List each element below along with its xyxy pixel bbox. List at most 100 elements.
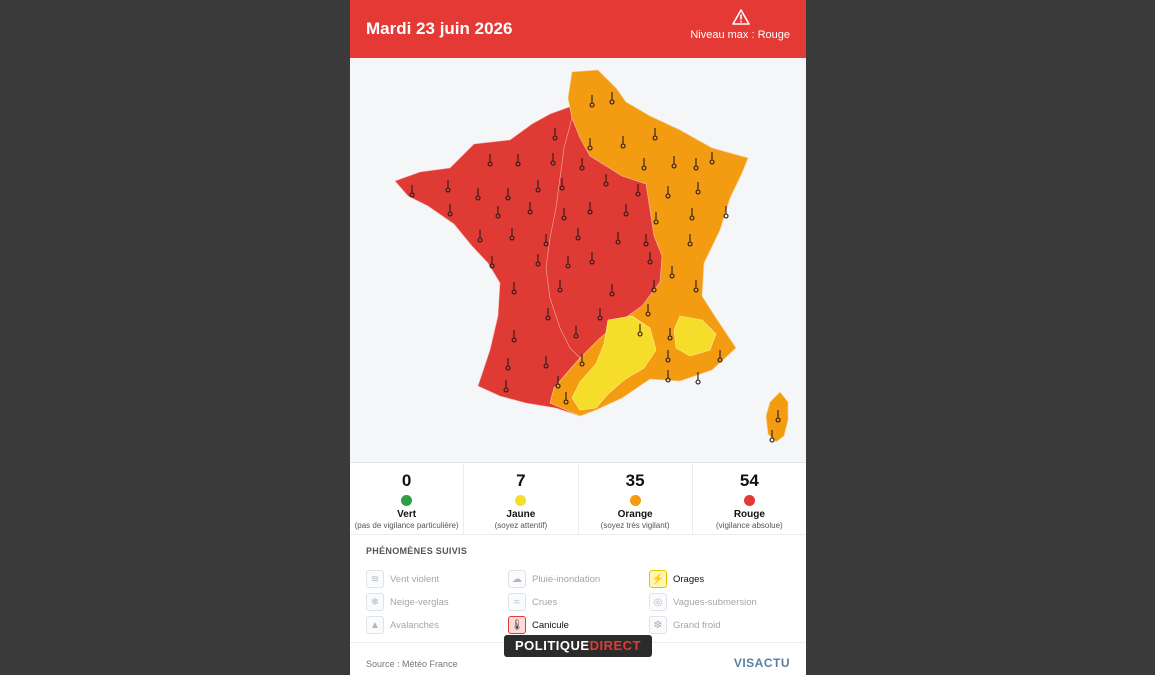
phenomenon-grand-froid[interactable]: ❆ Grand froid bbox=[649, 616, 721, 634]
phenomenon-orages[interactable]: ⚡ Orages bbox=[649, 570, 704, 588]
phenomenon-neige-verglas[interactable]: ❄ Neige-verglas bbox=[366, 593, 449, 611]
thermometer-icon bbox=[609, 284, 615, 297]
snowflake-icon: ❄ bbox=[366, 593, 384, 611]
thermometer-icon bbox=[561, 208, 567, 221]
thermometer-icon bbox=[615, 232, 621, 245]
thermometer-icon bbox=[503, 380, 509, 393]
france-map-svg bbox=[394, 69, 789, 443]
france-vigilance-map[interactable] bbox=[350, 58, 806, 463]
thermometer-icon bbox=[579, 354, 585, 367]
lightning-icon: ⚡ bbox=[649, 570, 667, 588]
thermometer-icon bbox=[447, 204, 453, 217]
thermometer-icon bbox=[635, 184, 641, 197]
visactu-logo: VISACTU bbox=[733, 656, 790, 670]
thermometer-icon bbox=[511, 330, 517, 343]
thermometer-icon bbox=[695, 182, 701, 195]
thermometer-icon bbox=[723, 206, 729, 219]
level-dot bbox=[401, 495, 413, 506]
thermometer-icon bbox=[559, 178, 565, 191]
vigilance-card: Mardi 23 juin 2026 Niveau max : Rouge bbox=[350, 0, 806, 675]
thermometer-icon bbox=[717, 350, 723, 363]
thermometer-icon bbox=[587, 138, 593, 151]
thermometer-icon bbox=[667, 328, 673, 341]
wind-icon: ≋ bbox=[366, 570, 384, 588]
phenomenon-pluie-inondation[interactable]: ☁ Pluie-inondation bbox=[508, 570, 600, 588]
thermometer-icon bbox=[693, 280, 699, 293]
thermometer-icon bbox=[589, 95, 595, 108]
thermometer-icon bbox=[563, 392, 569, 405]
waves-icon: ≈ bbox=[508, 593, 526, 611]
thermometer-icon bbox=[603, 174, 609, 187]
source-label: Source : Météo France bbox=[366, 659, 458, 669]
thermometer-icon bbox=[543, 356, 549, 369]
stat-sub: (soyez très vigilant) bbox=[600, 521, 670, 530]
phenomenon-label: Crues bbox=[532, 596, 558, 608]
thermometer-icon bbox=[575, 228, 581, 241]
wave-icon: ◎ bbox=[649, 593, 667, 611]
phenomena-title: PHÉNOMÈNES SUIVIS bbox=[366, 546, 468, 556]
stat-label: Orange bbox=[617, 509, 653, 520]
thermometer-icon bbox=[689, 208, 695, 221]
region-yellow[interactable] bbox=[571, 315, 657, 411]
mountain-icon: ▲ bbox=[366, 616, 384, 634]
stat-sub: (vigilance absolue) bbox=[716, 521, 783, 530]
politiquedirect-watermark: POLITIQUEDIRECT bbox=[504, 635, 652, 657]
stat-rouge: 54 Rouge (vigilance absolue) bbox=[693, 463, 806, 534]
phenomenon-avalanches[interactable]: ▲ Avalanches bbox=[366, 616, 439, 634]
header-date: Mardi 23 juin 2026 bbox=[366, 19, 513, 38]
level-dot bbox=[515, 495, 527, 506]
phenomenon-label: Grand froid bbox=[673, 619, 721, 631]
thermometer-icon bbox=[623, 204, 629, 217]
thermometer-icon bbox=[579, 158, 585, 171]
thermometer-icon bbox=[477, 230, 483, 243]
thermometer-icon bbox=[505, 358, 511, 371]
stat-jaune: 7 Jaune (soyez attentif) bbox=[464, 463, 579, 534]
thermometer-icon bbox=[587, 202, 593, 215]
stat-label: Vert bbox=[397, 509, 417, 520]
phenomenon-canicule[interactable]: 🌡 Canicule bbox=[508, 616, 569, 634]
thermometer-icon bbox=[645, 304, 651, 317]
thermometer-icon bbox=[409, 185, 415, 198]
phenomenon-crues[interactable]: ≈ Crues bbox=[508, 593, 557, 611]
phenomenon-label: Canicule bbox=[532, 619, 569, 631]
stat-count: 35 bbox=[625, 471, 645, 490]
thermometer-icon bbox=[515, 154, 521, 167]
phenomenon-label: Pluie-inondation bbox=[532, 573, 601, 585]
thermometer-icon bbox=[475, 188, 481, 201]
thermometer-icon bbox=[665, 350, 671, 363]
phenomenon-label: Avalanches bbox=[390, 619, 439, 631]
thermometer-icon bbox=[543, 234, 549, 247]
thermometer-icon bbox=[669, 266, 675, 279]
level-dot bbox=[629, 495, 641, 506]
thermometer-icon bbox=[555, 376, 561, 389]
thermometer-icon bbox=[535, 180, 541, 193]
phenomenon-label: Vent violent bbox=[390, 573, 440, 585]
thermometer-icon bbox=[671, 156, 677, 169]
thermometer-icon bbox=[511, 282, 517, 295]
region-corsica[interactable] bbox=[765, 391, 789, 443]
phenomenon-label: Orages bbox=[673, 573, 705, 585]
thermometer-icon bbox=[545, 308, 551, 321]
stat-sub: (pas de vigilance particulière) bbox=[354, 521, 459, 530]
thermometer-icon bbox=[597, 308, 603, 321]
thermometer-icon bbox=[652, 128, 658, 141]
header-bar: Mardi 23 juin 2026 Niveau max : Rouge bbox=[350, 0, 806, 58]
phenomenon-label: Neige-verglas bbox=[390, 596, 449, 608]
thermometer-icon bbox=[609, 92, 615, 105]
thermometer-icon bbox=[687, 234, 693, 247]
thermometer-icon bbox=[641, 158, 647, 171]
region-yellow-provence[interactable] bbox=[673, 315, 717, 357]
phenomenon-vagues-submersion[interactable]: ◎ Vagues-submersion bbox=[649, 593, 757, 611]
thermometer-icon bbox=[647, 252, 653, 265]
thermometer-icon bbox=[589, 252, 595, 265]
warning-triangle-icon bbox=[732, 9, 750, 25]
stat-count: 7 bbox=[516, 471, 526, 490]
thermometer-icon bbox=[709, 152, 715, 165]
thermometer-icon bbox=[487, 154, 493, 167]
phenomenon-vent-violent[interactable]: ≋ Vent violent bbox=[366, 570, 439, 588]
thermometer-icon: 🌡 bbox=[508, 616, 526, 634]
thermometer-icon bbox=[552, 128, 558, 141]
thermometer-icon bbox=[695, 372, 701, 385]
thermometer-icon bbox=[505, 188, 511, 201]
phenomenon-label: Vagues-submersion bbox=[673, 596, 757, 608]
